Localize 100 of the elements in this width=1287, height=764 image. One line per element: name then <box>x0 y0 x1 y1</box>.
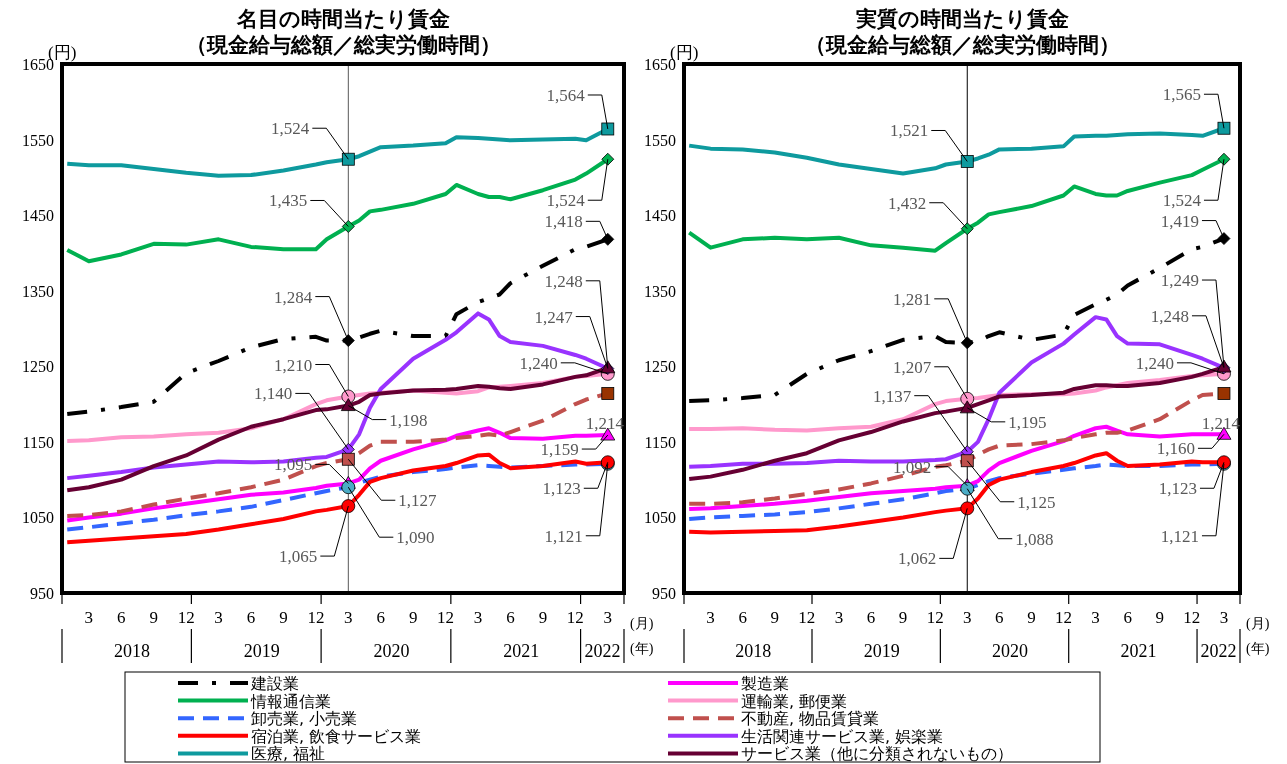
x-tick-label: 9 <box>770 608 779 627</box>
x-tick-label: 12 <box>437 608 455 627</box>
y-tick-label: 1050 <box>644 509 676 527</box>
x2-tick-label: 2022 <box>1200 641 1237 661</box>
x2-tick-label: 2021 <box>503 641 540 661</box>
annotation: 1,090 <box>396 528 435 548</box>
x-tick-label: 6 <box>1123 608 1132 627</box>
x-tick-label: 3 <box>706 608 715 627</box>
x-axis-title: (月) <box>630 616 654 632</box>
x-tick-label: 6 <box>376 608 385 627</box>
legend-label: 医療, 福祉 <box>251 744 326 764</box>
annotation: 1,207 <box>893 357 932 377</box>
chart-title: 実質の時間当たり賃金 <box>854 7 1069 31</box>
x-tick-label: 3 <box>473 608 483 627</box>
chart-subtitle: （現金給与総額／総実労働時間） <box>804 33 1120 57</box>
x-tick-label: 12 <box>177 608 195 627</box>
x-tick-label: 12 <box>566 608 584 627</box>
annotation: 1,240 <box>1135 353 1174 373</box>
annotation: 1,524 <box>1162 191 1202 211</box>
x2-tick-label: 2020 <box>373 641 410 661</box>
annotation: 1,418 <box>544 212 583 232</box>
annotation: 1,065 <box>279 547 318 567</box>
y-tick-label: 1150 <box>22 433 54 451</box>
y-tick-label: 1050 <box>22 509 54 527</box>
annotation: 1,195 <box>1008 412 1047 432</box>
x-tick-label: 9 <box>538 608 548 627</box>
x-tick-label: 9 <box>898 608 908 627</box>
x-tick-label: 6 <box>246 608 256 627</box>
x-tick-label: 3 <box>1219 608 1229 627</box>
x-tick-label: 12 <box>798 608 816 627</box>
x-tick-label: 6 <box>738 608 747 627</box>
x2-tick-label: 2020 <box>992 641 1029 661</box>
x-tick-label: 12 <box>926 608 944 627</box>
x-tick-label: 3 <box>603 608 613 627</box>
x-tick-label: 6 <box>117 608 126 627</box>
y-tick-label: 1250 <box>22 358 54 376</box>
annotation: 1,419 <box>1160 211 1199 231</box>
annotation: 1,564 <box>546 85 586 105</box>
legend-label: 卸売業, 小売業 <box>251 709 358 729</box>
annotation: 1,121 <box>544 526 583 546</box>
x2-tick-label: 2021 <box>1120 641 1157 661</box>
annotation: 1,281 <box>893 289 932 309</box>
x-tick-label: 9 <box>149 608 158 627</box>
x2-axis-title: (年) <box>1246 641 1270 657</box>
annotation: 1,247 <box>534 307 574 327</box>
annotation: 1,284 <box>274 287 313 307</box>
annotation: 1,524 <box>271 119 310 139</box>
annotation: 1,210 <box>274 355 313 375</box>
y-tick-label: 1150 <box>644 433 676 451</box>
x-tick-label: 3 <box>84 608 94 627</box>
y-tick-label: 1350 <box>22 282 54 300</box>
annotation: 1,248 <box>1150 306 1189 326</box>
annotation: 1,432 <box>888 193 927 213</box>
annotation: 1,140 <box>254 384 293 404</box>
x-tick-label: 3 <box>344 608 353 627</box>
x-tick-label: 9 <box>408 608 418 627</box>
annotation: 1,248 <box>544 271 583 291</box>
x2-tick-label: 2019 <box>863 641 900 661</box>
x-tick-label: 6 <box>866 608 876 627</box>
y-tick-label: 1450 <box>644 207 676 225</box>
y-tick-label: 1550 <box>644 131 676 149</box>
legend-label: サービス業（他に分類されないもの） <box>741 744 1013 764</box>
x-tick-label: 6 <box>995 608 1004 627</box>
annotation: 1,125 <box>1017 492 1056 512</box>
annotation: 1,249 <box>1160 271 1199 291</box>
annotation: 1,159 <box>540 440 579 460</box>
x2-tick-label: 2018 <box>735 641 772 661</box>
x-tick-label: 9 <box>279 608 288 627</box>
annotation: 1,123 <box>542 479 581 499</box>
legend-label: 生活関連サービス業, 娯楽業 <box>741 726 944 746</box>
annotation: 1,121 <box>1160 526 1199 546</box>
chart-subtitle: （現金給与総額／総実労働時間） <box>185 33 501 57</box>
x2-tick-label: 2022 <box>584 641 621 661</box>
annotation: 1,062 <box>898 549 937 569</box>
x-tick-label: 9 <box>1155 608 1165 627</box>
annotation: 1,198 <box>389 410 428 430</box>
legend-label: 運輸業, 郵便業 <box>741 691 848 711</box>
y-tick-label: 1450 <box>22 207 54 225</box>
annotation: 1,524 <box>546 191 586 211</box>
x-axis-title: (月) <box>1246 616 1270 632</box>
y-tick-label: 950 <box>652 585 676 602</box>
y-tick-label: 1550 <box>22 131 54 149</box>
annotation: 1,088 <box>1015 529 1054 549</box>
x-tick-label: 12 <box>307 608 325 627</box>
y-tick-label: 1250 <box>644 358 676 376</box>
legend-label: 建設業 <box>250 674 299 693</box>
annotation: 1,565 <box>1162 85 1201 105</box>
annotation: 1,127 <box>398 491 438 511</box>
annotation: 1,435 <box>269 191 308 211</box>
legend-label: 宿泊業, 飲食サービス業 <box>251 726 422 746</box>
x2-axis-title: (年) <box>630 641 654 657</box>
x2-tick-label: 2018 <box>114 641 151 661</box>
legend-label: 不動産, 物品賃貸業 <box>741 709 880 729</box>
x-tick-label: 3 <box>963 608 972 627</box>
x-tick-label: 3 <box>214 608 223 627</box>
annotation: 1,123 <box>1158 479 1197 499</box>
annotation: 1,160 <box>1156 439 1195 459</box>
annotation: 1,521 <box>890 121 929 141</box>
legend-label: 情報通信業 <box>250 691 331 711</box>
x-tick-label: 12 <box>1183 608 1201 627</box>
